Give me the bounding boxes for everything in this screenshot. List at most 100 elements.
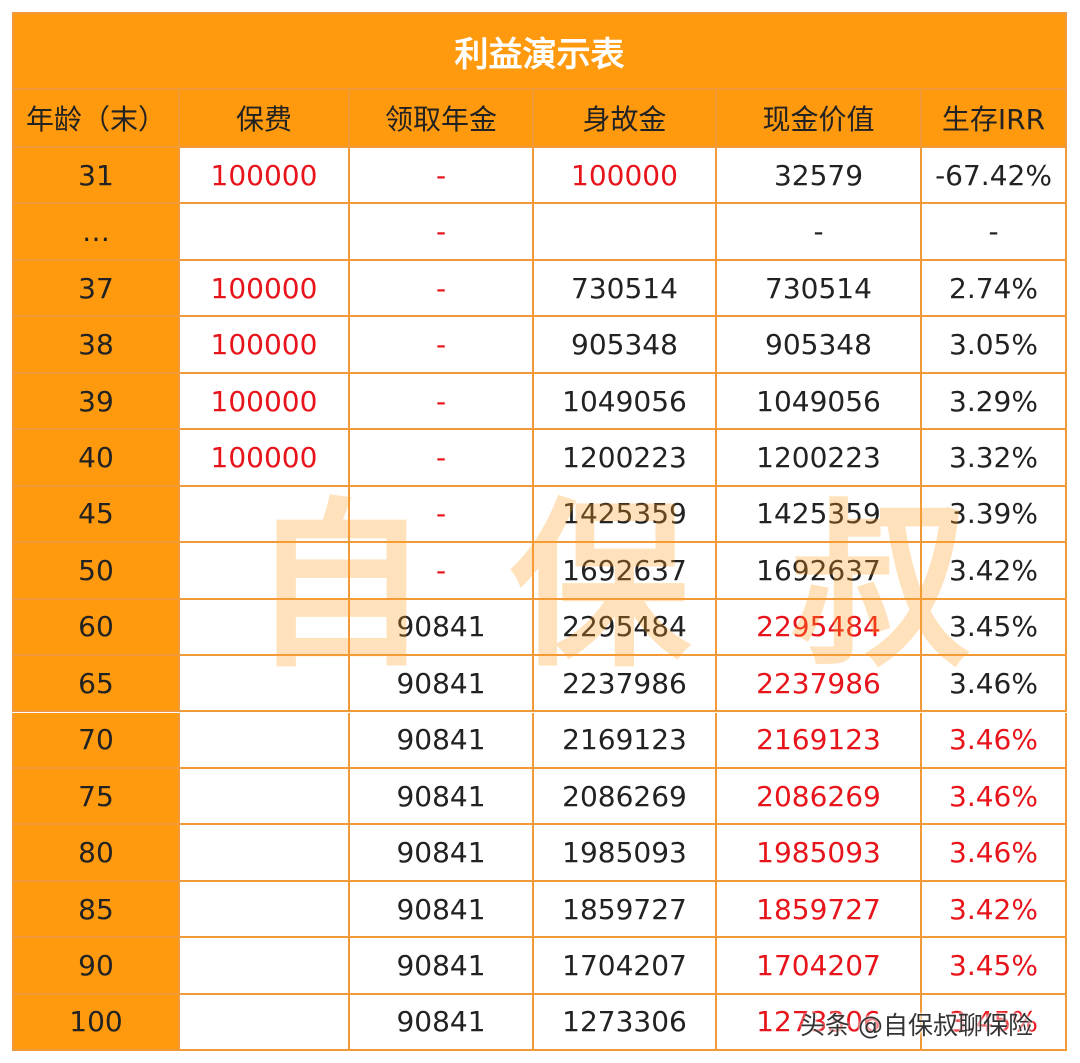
table-cell: 37 [12, 260, 180, 318]
table-cell: 90841 [350, 825, 534, 882]
table-cell: 39 [12, 373, 180, 431]
table-cell: 80 [12, 825, 180, 882]
table-cell: 90841 [350, 656, 534, 713]
header-cell: 保费 [180, 90, 350, 148]
table-cell: -67.42% [922, 148, 1067, 205]
table-cell: … [12, 204, 180, 261]
table-cell: 2086269 [717, 768, 922, 826]
table-cell: - [350, 373, 534, 431]
table-cell [180, 825, 350, 882]
table-cell: 100000 [534, 148, 717, 205]
table-cell: - [350, 260, 534, 318]
table-cell: 1859727 [534, 881, 717, 939]
table-cell: - [350, 148, 534, 205]
table-cell: 65 [12, 656, 180, 713]
table-cell: 3.42% [922, 543, 1067, 600]
table-cell: 2169123 [717, 712, 922, 769]
table-cell: - [922, 204, 1067, 261]
table-cell [180, 599, 350, 657]
table-cell: 1985093 [534, 825, 717, 882]
header-cell: 领取年金 [350, 90, 534, 148]
table-cell: 3.29% [922, 373, 1067, 431]
table-cell: 90841 [350, 938, 534, 995]
table-cell: 45 [12, 486, 180, 544]
table-cell: 75 [12, 768, 180, 826]
table-cell: 90841 [350, 599, 534, 657]
table-cell: 1704207 [717, 938, 922, 995]
table-cell: 2.74% [922, 260, 1067, 318]
table-cell: 3.46% [922, 656, 1067, 713]
table-cell [180, 881, 350, 939]
table-cell: 1049056 [717, 373, 922, 431]
table-cell: 90 [12, 938, 180, 995]
table-cell [180, 994, 350, 1052]
table-cell [180, 768, 350, 826]
table-cell: 1273306 [717, 994, 922, 1052]
table-cell: 3.46% [922, 712, 1067, 769]
table-cell: 3.32% [922, 430, 1067, 487]
table-cell: 2295484 [534, 599, 717, 657]
table-cell: 3.45% [922, 938, 1067, 995]
table-cell: - [350, 430, 534, 487]
table-cell: 70 [12, 712, 180, 769]
table-cell: 2086269 [534, 768, 717, 826]
table-cell [180, 938, 350, 995]
table-cell: - [350, 204, 534, 261]
table-cell: 1425359 [534, 486, 717, 544]
table-cell: 2169123 [534, 712, 717, 769]
table-cell: 32579 [717, 148, 922, 205]
table-cell: 90841 [350, 768, 534, 826]
table-cell: 3.45% [922, 994, 1067, 1052]
table-cell: 730514 [534, 260, 717, 318]
header-cell: 身故金 [534, 90, 717, 148]
table-title: 利益演示表 [12, 12, 1067, 90]
header-cell: 现金价值 [717, 90, 922, 148]
table-cell: 3.05% [922, 317, 1067, 374]
table-cell: 730514 [717, 260, 922, 318]
table-cell: 1200223 [534, 430, 717, 487]
table-cell: 3.39% [922, 486, 1067, 544]
table-cell: 38 [12, 317, 180, 374]
table-cell: 1200223 [717, 430, 922, 487]
table-cell [534, 204, 717, 261]
table-cell: 40 [12, 430, 180, 487]
table-cell: - [717, 204, 922, 261]
table-cell: 1692637 [534, 543, 717, 600]
table-cell: 90841 [350, 994, 534, 1052]
table-cell: 100 [12, 994, 180, 1052]
table-cell: - [350, 543, 534, 600]
table-cell: 2295484 [717, 599, 922, 657]
table-cell: - [350, 486, 534, 544]
table-cell: 31 [12, 148, 180, 205]
table-cell [180, 486, 350, 544]
table-cell: 3.46% [922, 825, 1067, 882]
table-cell: 905348 [717, 317, 922, 374]
table-cell: 100000 [180, 430, 350, 487]
table-cell: 905348 [534, 317, 717, 374]
table-cell: 1049056 [534, 373, 717, 431]
table-cell: 90841 [350, 881, 534, 939]
table-cell: 3.42% [922, 881, 1067, 939]
table-cell: 1859727 [717, 881, 922, 939]
table-cell: 3.45% [922, 599, 1067, 657]
table-cell: 100000 [180, 260, 350, 318]
table-cell: 1704207 [534, 938, 717, 995]
header-cell: 生存IRR [922, 90, 1067, 148]
table-cell: 100000 [180, 148, 350, 205]
table-cell: 1425359 [717, 486, 922, 544]
table-cell: 1692637 [717, 543, 922, 600]
table-cell: 90841 [350, 712, 534, 769]
table-cell: 100000 [180, 373, 350, 431]
table-cell [180, 712, 350, 769]
table-cell [180, 204, 350, 261]
table-cell: 2237986 [717, 656, 922, 713]
table-cell: 50 [12, 543, 180, 600]
table-cell: 85 [12, 881, 180, 939]
table-cell: 1273306 [534, 994, 717, 1052]
table-cell: 3.46% [922, 768, 1067, 826]
table-cell: 2237986 [534, 656, 717, 713]
table-cell: 60 [12, 599, 180, 657]
table-cell: 1985093 [717, 825, 922, 882]
table-cell: 100000 [180, 317, 350, 374]
